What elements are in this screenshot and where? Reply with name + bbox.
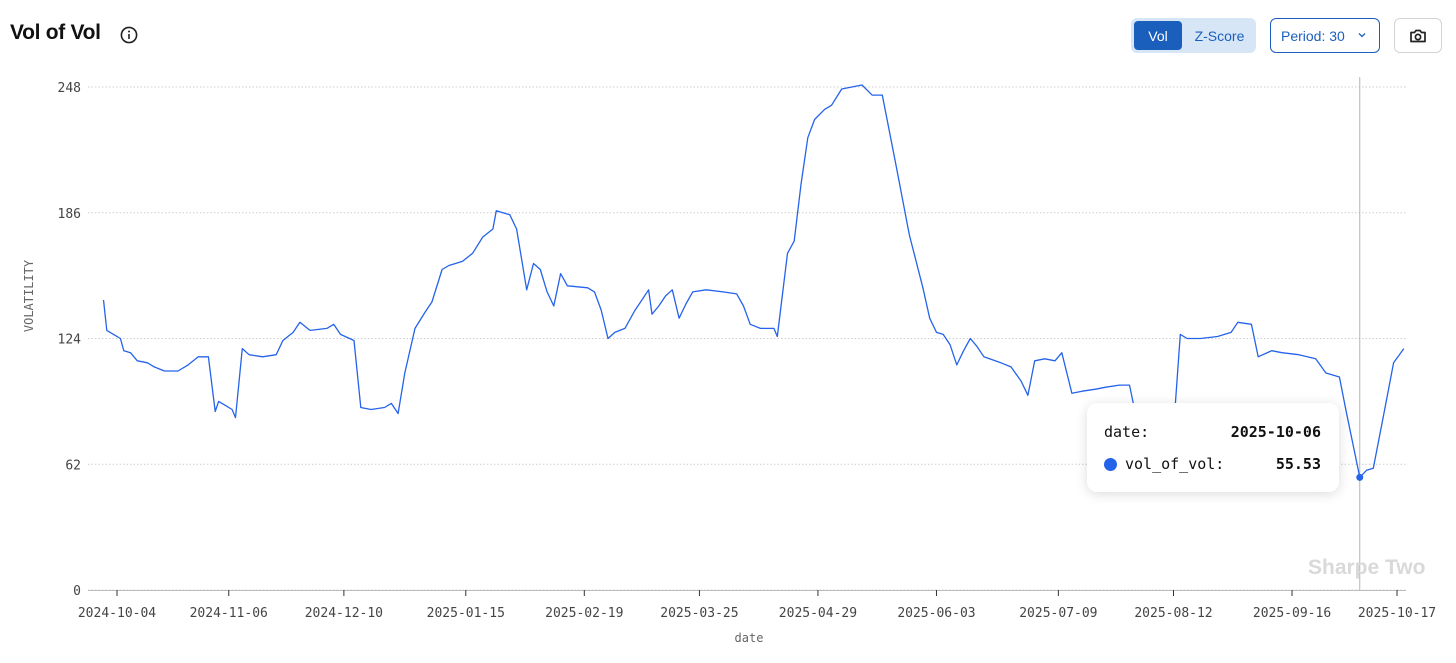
y-tick-label: 248 xyxy=(58,81,81,96)
x-tick-label: 2025-07-09 xyxy=(1019,606,1097,621)
camera-icon xyxy=(1410,29,1426,42)
y-tick-label: 124 xyxy=(58,333,82,348)
period-label: Period: 30 xyxy=(1281,27,1345,44)
page-title: Vol of Vol xyxy=(10,21,101,44)
x-tick-label: 2025-09-16 xyxy=(1253,606,1331,621)
x-tick-label: 2024-10-04 xyxy=(78,606,156,621)
tooltip-series-value: 55.53 xyxy=(1275,455,1321,473)
y-tick-label: 0 xyxy=(73,584,81,599)
info-circle-icon[interactable] xyxy=(119,25,139,45)
vol-zscore-toggle: Vol Z-Score xyxy=(1131,18,1256,53)
y-tick-label: 186 xyxy=(58,207,81,222)
tooltip-date-value: 2025-10-06 xyxy=(1230,423,1321,441)
x-tick-label: 2025-02-19 xyxy=(545,606,623,621)
x-tick-label: 2025-06-03 xyxy=(897,606,975,621)
tooltip-series-key: vol_of_vol: xyxy=(1125,455,1225,473)
y-axis-label: VOLATILITY xyxy=(22,259,36,332)
toggle-zscore-button[interactable]: Z-Score xyxy=(1194,27,1245,44)
x-axis-label: date xyxy=(735,631,764,645)
chevron-down-icon xyxy=(1358,33,1366,38)
toggle-vol-button[interactable]: Vol xyxy=(1134,21,1182,50)
x-tick-label: 2025-01-15 xyxy=(427,606,505,621)
tooltip-date-key: date: xyxy=(1104,423,1150,441)
x-tick-label: 2024-12-10 xyxy=(305,606,383,621)
period-dropdown[interactable]: Period: 30 xyxy=(1270,18,1380,53)
y-tick-label: 62 xyxy=(65,458,81,473)
x-tick-label: 2025-04-29 xyxy=(779,606,857,621)
watermark: Sharpe Two xyxy=(1308,556,1426,579)
hover-point xyxy=(1356,473,1364,481)
x-tick-label: 2025-08-12 xyxy=(1134,606,1212,621)
series-dot-icon xyxy=(1104,457,1117,471)
x-tick-label: 2025-03-25 xyxy=(660,606,738,621)
chart-tooltip: date: 2025-10-06 vol_of_vol: 55.53 xyxy=(1087,403,1339,492)
screenshot-button[interactable] xyxy=(1394,18,1442,53)
x-tick-label: 2024-11-06 xyxy=(190,606,268,621)
x-tick-label: 2025-10-17 xyxy=(1358,606,1436,621)
